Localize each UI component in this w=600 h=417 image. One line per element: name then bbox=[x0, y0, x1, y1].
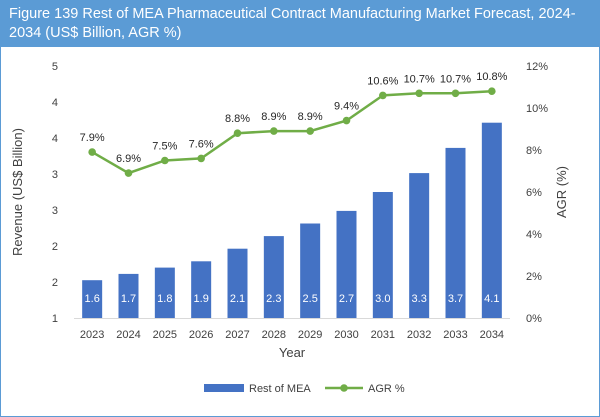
agr-point bbox=[451, 89, 460, 98]
agr-point-label: 10.7% bbox=[440, 73, 471, 85]
left-axis-ticks: 1 2 2 3 3 4 4 5 bbox=[52, 61, 58, 325]
bar-value-label: 1.8 bbox=[157, 293, 172, 305]
agr-point-label: 10.6% bbox=[367, 75, 398, 87]
x-tick-label: 2027 bbox=[225, 329, 249, 341]
legend-bar-swatch bbox=[204, 384, 244, 392]
y-tick-label: 3 bbox=[52, 205, 58, 217]
agr-point bbox=[161, 156, 169, 165]
agr-point bbox=[270, 127, 278, 135]
agr-points bbox=[88, 87, 496, 177]
bar-value-label: 3.0 bbox=[375, 293, 390, 305]
y2-tick-label: 4% bbox=[526, 229, 542, 241]
y-tick-label: 5 bbox=[52, 61, 58, 73]
x-tick-label: 2033 bbox=[443, 329, 467, 341]
legend: Rest of MEA AGR % bbox=[204, 383, 405, 395]
y2-tick-label: 6% bbox=[526, 187, 542, 199]
bar bbox=[372, 192, 393, 318]
bar-value-label: 4.1 bbox=[484, 293, 499, 305]
agr-point-label: 7.5% bbox=[152, 141, 177, 153]
x-axis-title: Year bbox=[279, 345, 306, 360]
bar-series: 1.6 1.7 1.8 1.9 2.1 2.3 2.5 2.7 3.0 3.3 3.7 4.1 bbox=[82, 122, 502, 318]
y2-tick-label: 0% bbox=[526, 313, 542, 325]
x-axis-ticks: 2023 2024 2025 2026 2027 2028 2029 2030 2031 2032… bbox=[80, 329, 504, 341]
agr-point bbox=[415, 89, 423, 98]
agr-point-label: 6.9% bbox=[116, 153, 141, 165]
bar-value-label: 2.1 bbox=[230, 293, 245, 305]
y-tick-label: 3 bbox=[52, 169, 58, 181]
y-tick-label: 1 bbox=[52, 313, 58, 325]
agr-point-label: 8.8% bbox=[225, 113, 250, 125]
agr-point-label: 10.7% bbox=[404, 73, 435, 85]
x-tick-label: 2031 bbox=[371, 329, 395, 341]
bar bbox=[154, 267, 175, 318]
agr-point bbox=[124, 169, 133, 177]
y-tick-label: 4 bbox=[52, 97, 58, 109]
y2-tick-label: 8% bbox=[526, 145, 542, 157]
legend-line-marker bbox=[340, 384, 348, 392]
bar bbox=[227, 248, 248, 318]
agr-point bbox=[379, 91, 387, 100]
y-tick-label: 4 bbox=[52, 133, 58, 145]
title-bar: Figure 139 Rest of MEA Pharmaceutical Co… bbox=[1, 1, 599, 47]
agr-point-labels: 7.9% 6.9% 7.5% 7.6% 8.8% 8.9% 8.9% 9.4% 10.6% 10.… bbox=[80, 71, 508, 165]
chart-title: Figure 139 Rest of MEA Pharmaceutical Co… bbox=[9, 6, 576, 41]
agr-point bbox=[197, 154, 205, 163]
x-tick-label: 2023 bbox=[80, 329, 104, 341]
agr-point-label: 7.6% bbox=[189, 138, 214, 150]
x-tick-label: 2028 bbox=[262, 329, 286, 341]
y2-tick-label: 10% bbox=[526, 103, 548, 115]
agr-point bbox=[88, 148, 96, 156]
agr-point-label: 10.8% bbox=[476, 71, 507, 83]
x-tick-label: 2024 bbox=[116, 329, 140, 341]
agr-point bbox=[342, 116, 351, 125]
x-tick-label: 2029 bbox=[298, 329, 322, 341]
bar bbox=[263, 236, 284, 318]
bar bbox=[82, 280, 103, 318]
bar bbox=[409, 173, 430, 318]
agr-line bbox=[91, 89, 492, 175]
bar bbox=[445, 147, 466, 318]
x-tick-label: 2030 bbox=[334, 329, 358, 341]
bar-value-label: 3.7 bbox=[448, 293, 463, 305]
bar-value-label: 1.7 bbox=[121, 293, 136, 305]
y-axis-title: Revenue (US$ Billion) bbox=[10, 128, 25, 256]
bar-value-label: 1.9 bbox=[194, 293, 209, 305]
x-tick-label: 2026 bbox=[189, 329, 213, 341]
bar bbox=[481, 122, 502, 318]
bar bbox=[336, 210, 357, 318]
y2-axis-title: AGR (%) bbox=[554, 166, 569, 218]
bar-value-label: 1.6 bbox=[85, 293, 100, 305]
agr-point bbox=[306, 127, 314, 135]
agr-point bbox=[233, 129, 242, 137]
x-tick-label: 2034 bbox=[480, 329, 504, 341]
bar-value-label: 2.3 bbox=[266, 293, 281, 305]
bar-value-label: 2.7 bbox=[339, 293, 354, 305]
y-tick-label: 2 bbox=[52, 241, 58, 253]
bar-value-label: 2.5 bbox=[303, 293, 318, 305]
y2-tick-label: 2% bbox=[526, 271, 542, 283]
y2-tick-label: 12% bbox=[526, 61, 548, 73]
agr-point-label: 8.9% bbox=[298, 111, 323, 123]
x-tick-label: 2025 bbox=[153, 329, 177, 341]
bar-value-label: 3.3 bbox=[412, 293, 427, 305]
bar bbox=[300, 223, 321, 318]
agr-point-label: 7.9% bbox=[80, 132, 105, 144]
x-tick-label: 2032 bbox=[407, 329, 431, 341]
agr-point-label: 9.4% bbox=[334, 101, 359, 113]
right-axis-ticks: 0% 2% 4% 6% 8% 10% 12% bbox=[526, 61, 548, 325]
legend-bar-label: Rest of MEA bbox=[249, 383, 311, 395]
bar bbox=[191, 261, 212, 318]
y-tick-label: 2 bbox=[52, 277, 58, 289]
agr-point-label: 8.9% bbox=[261, 111, 286, 123]
agr-point bbox=[488, 87, 496, 95]
legend-line-label: AGR % bbox=[368, 383, 405, 395]
bar bbox=[118, 273, 139, 318]
